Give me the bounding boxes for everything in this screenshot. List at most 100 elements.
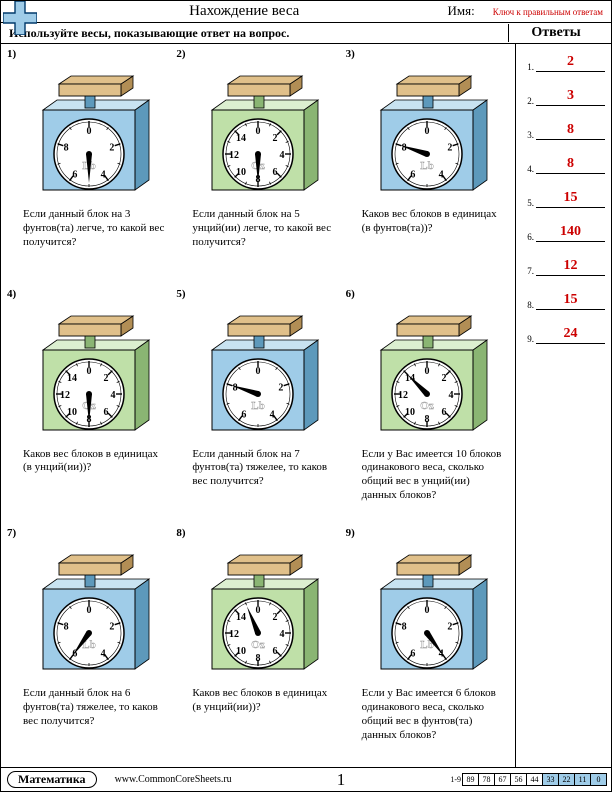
- problem-number: 5): [176, 288, 185, 300]
- instruction-row: Используйте весы, показывающие ответ на …: [1, 23, 611, 44]
- problem: 5) 02468 Lb Если данный блок на 7 фунтов…: [174, 288, 341, 524]
- question-text: Если у Вас имеется 10 блоков одинакового…: [346, 446, 509, 503]
- scale-icon: 02468101214 Oz: [186, 62, 330, 202]
- svg-text:0: 0: [425, 605, 430, 616]
- svg-text:4: 4: [279, 629, 284, 640]
- problem-number: 8): [176, 527, 185, 539]
- svg-text:12: 12: [229, 629, 239, 640]
- answer-row: 5. 15: [522, 186, 605, 208]
- svg-text:10: 10: [67, 407, 77, 418]
- svg-text:12: 12: [60, 390, 70, 401]
- svg-text:2: 2: [448, 143, 453, 154]
- svg-text:4: 4: [449, 390, 454, 401]
- scale-icon: 02468 Lb: [17, 62, 161, 202]
- scale-figure: 02468101214 Oz: [346, 302, 509, 442]
- answers-heading: Ответы: [508, 24, 603, 42]
- svg-text:Oz: Oz: [421, 400, 435, 412]
- answer-number: 6.: [522, 232, 536, 242]
- problem: 2) 02468101214 Oz Если данный блок на 5 …: [174, 48, 341, 284]
- problem: 1) 02468 Lb Если данный блок на 3 фунтов…: [5, 48, 172, 284]
- question-text: Если данный блок на 5 унций(ии) легче, т…: [176, 206, 339, 249]
- problem: 3) 02468 Lb Каков вес блоков в единицах …: [344, 48, 511, 284]
- svg-text:8: 8: [233, 382, 238, 393]
- question-text: Каков вес блоков в единицах (в унций(ии)…: [176, 685, 339, 715]
- answer-row: 9. 24: [522, 322, 605, 344]
- svg-text:0: 0: [86, 605, 91, 616]
- svg-text:0: 0: [86, 366, 91, 377]
- svg-text:Lb: Lb: [251, 400, 264, 412]
- svg-text:8: 8: [63, 622, 68, 633]
- scale-icon: 02468 Lb: [17, 541, 161, 681]
- answer-value: 15: [536, 292, 605, 310]
- svg-text:2: 2: [272, 133, 277, 144]
- svg-text:14: 14: [236, 133, 246, 144]
- answer-number: 3.: [522, 130, 536, 140]
- answer-number: 2.: [522, 96, 536, 106]
- problem-number: 2): [176, 48, 185, 60]
- scale-figure: 02468 Lb: [7, 541, 170, 681]
- answer-value: 140: [536, 224, 605, 242]
- answer-number: 4.: [522, 164, 536, 174]
- header: Нахождение веса Имя: Ключ к правильным о…: [1, 1, 611, 23]
- answer-value: 24: [536, 326, 605, 344]
- svg-text:2: 2: [278, 382, 283, 393]
- score-cell: 22: [558, 773, 575, 786]
- scale-figure: 02468 Lb: [176, 302, 339, 442]
- problems-grid: 1) 02468 Lb Если данный блок на 3 фунтов…: [1, 44, 515, 767]
- score-cell: 33: [542, 773, 559, 786]
- svg-text:0: 0: [255, 126, 260, 137]
- svg-text:14: 14: [236, 612, 246, 623]
- svg-text:8: 8: [425, 414, 430, 425]
- score-cell: 78: [478, 773, 495, 786]
- problem-number: 9): [346, 527, 355, 539]
- answer-row: 4. 8: [522, 152, 605, 174]
- score-range: 1-9: [450, 775, 461, 784]
- main-area: 1) 02468 Lb Если данный блок на 3 фунтов…: [1, 44, 611, 767]
- score-cell: 56: [510, 773, 527, 786]
- svg-text:6: 6: [411, 169, 416, 180]
- svg-text:0: 0: [86, 126, 91, 137]
- svg-text:6: 6: [272, 646, 277, 657]
- svg-text:14: 14: [405, 373, 415, 384]
- subject-pill: Математика: [7, 771, 97, 788]
- page-number: 1: [232, 770, 451, 790]
- answer-row: 3. 8: [522, 118, 605, 140]
- problem-number: 4): [7, 288, 16, 300]
- svg-text:4: 4: [270, 409, 275, 420]
- problem-number: 6): [346, 288, 355, 300]
- footer: Математика www.CommonCoreSheets.ru 1 1-9…: [1, 767, 611, 791]
- svg-text:6: 6: [442, 407, 447, 418]
- score-strip: 89786756443322110: [463, 773, 607, 786]
- svg-text:6: 6: [272, 167, 277, 178]
- site-url: www.CommonCoreSheets.ru: [115, 774, 232, 785]
- svg-text:0: 0: [425, 126, 430, 137]
- svg-text:4: 4: [100, 649, 105, 660]
- answer-key-label: Ключ к правильным ответам: [493, 7, 603, 17]
- problem: 6) 02468101214 Oz Если у Вас имеется 10 …: [344, 288, 511, 524]
- answer-row: 2. 3: [522, 84, 605, 106]
- svg-text:8: 8: [402, 622, 407, 633]
- svg-text:14: 14: [67, 373, 77, 384]
- svg-text:8: 8: [63, 143, 68, 154]
- svg-text:8: 8: [402, 143, 407, 154]
- answer-row: 7. 12: [522, 254, 605, 276]
- svg-text:10: 10: [236, 646, 246, 657]
- svg-text:10: 10: [236, 167, 246, 178]
- svg-text:0: 0: [255, 366, 260, 377]
- svg-text:4: 4: [279, 150, 284, 161]
- svg-text:8: 8: [255, 653, 260, 664]
- worksheet-page: Нахождение веса Имя: Ключ к правильным о…: [0, 0, 612, 792]
- svg-text:4: 4: [439, 169, 444, 180]
- answer-number: 7.: [522, 266, 536, 276]
- scale-icon: 02468 Lb: [355, 62, 499, 202]
- question-text: Если данный блок на 3 фунтов(та) легче, …: [7, 206, 170, 249]
- scale-icon: 02468101214 Oz: [186, 541, 330, 681]
- problem-number: 7): [7, 527, 16, 539]
- problem: 4) 02468101214 Oz Каков вес блоков в еди…: [5, 288, 172, 524]
- problem-number: 3): [346, 48, 355, 60]
- answer-number: 8.: [522, 300, 536, 310]
- question-text: Каков вес блоков в единицах (в унций(ии)…: [7, 446, 170, 476]
- answer-value: 15: [536, 190, 605, 208]
- page-title: Нахождение веса: [41, 3, 447, 20]
- answer-number: 1.: [522, 62, 536, 72]
